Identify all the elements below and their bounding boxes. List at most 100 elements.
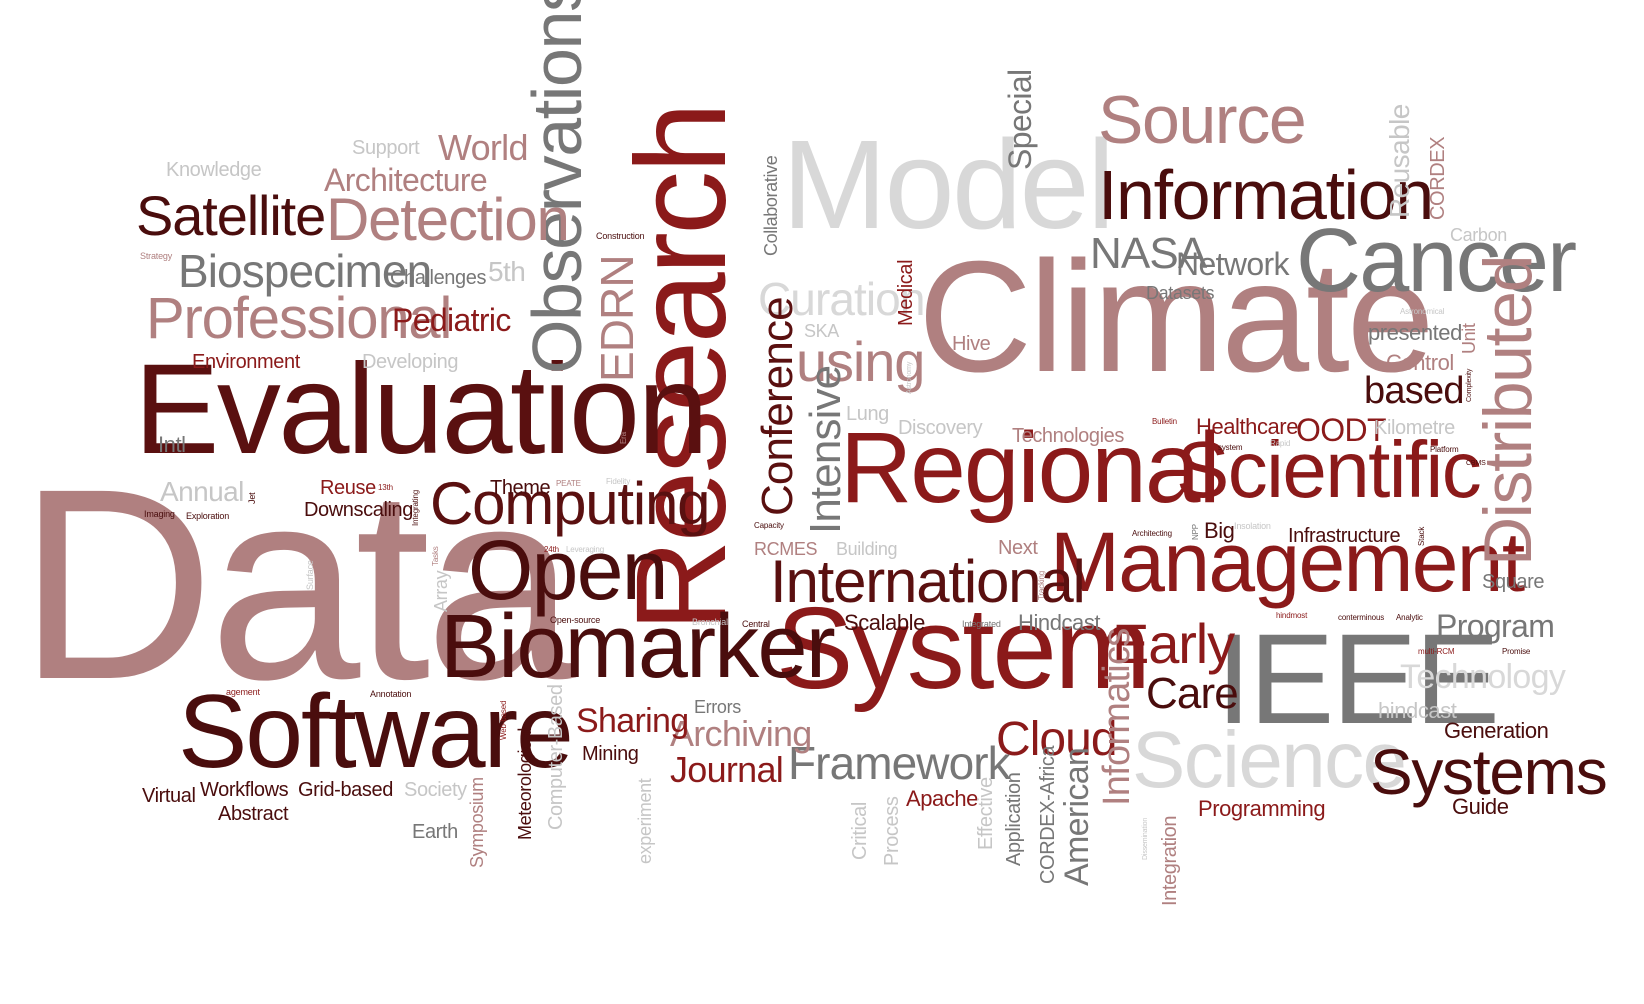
word-challenges: Challenges (390, 267, 487, 289)
word-reuse: Reuse (320, 477, 376, 499)
word-complexity: Complexity (1466, 368, 1473, 402)
word-5th: 5th (488, 256, 526, 287)
word-care: Care (1146, 669, 1239, 718)
word-sharing: Sharing (576, 702, 689, 740)
word-source: Source (1098, 82, 1307, 158)
word-control: Control (1386, 350, 1454, 375)
word-hindmost: hindmost (1276, 611, 1308, 620)
word-dissemination: Dissemination (1142, 817, 1149, 860)
word-open-source: Open-source (550, 615, 601, 625)
word-environment: Environment (192, 351, 300, 373)
word-support: Support (352, 137, 420, 159)
word-integration: Integration (1159, 815, 1181, 906)
word-downscaling: Downscaling (304, 499, 413, 521)
word-archiving: Archiving (670, 713, 812, 754)
word-early: Early (1112, 612, 1235, 675)
word-array: Array (431, 570, 451, 612)
word-technology: Technology (1400, 658, 1566, 696)
word-programming: Programming (1198, 796, 1326, 821)
word-stack: Stack (1417, 526, 1426, 546)
word-discovery: Discovery (898, 417, 983, 439)
word-collaborative: Collaborative (761, 155, 781, 256)
word-data: Data (18, 432, 576, 736)
word-strategy: Strategy (140, 251, 173, 261)
word-american: American (1058, 747, 1096, 886)
word-apache: Apache (906, 786, 978, 811)
word-computer-based: Computer-Based (545, 684, 567, 830)
word-infrastructure: Infrastructure (1288, 525, 1401, 547)
word-grid-based: Grid-based (298, 779, 393, 801)
word-system: system (1218, 443, 1243, 452)
word-lung: Lung (846, 403, 889, 425)
word-multi-rcm: multi-RCM (1418, 647, 1455, 656)
word-fidelity: Fidelity (606, 477, 631, 486)
word-rapid: Rapid (1270, 439, 1291, 448)
word-software: Software (178, 674, 574, 790)
word-bulletin: Bulletin (1152, 417, 1177, 426)
word-tasks: Tasks (431, 546, 440, 566)
word-architecture: Architecture (324, 162, 488, 198)
word-era: Era (619, 432, 628, 444)
word-mining: Mining (582, 743, 639, 765)
word-peate: PEATE (556, 479, 581, 488)
word-guide: Guide (1452, 794, 1509, 819)
word-errors: Errors (694, 697, 741, 717)
word-virtual: Virtual (142, 785, 196, 807)
word-insolation: Insolation (1234, 521, 1271, 531)
word-regional: Regional (840, 412, 1221, 524)
word-unit: Unit (1459, 323, 1479, 354)
word-developing: Developing (362, 351, 459, 373)
word-exploration: Exploration (186, 511, 230, 521)
word-application: Application (1003, 772, 1025, 866)
word-promise: Promise (1502, 647, 1531, 656)
word-meteorological: Meteorological (515, 727, 535, 840)
word-management: Management (1050, 515, 1525, 609)
word-cordex-africa: CORDEX-Africa (1037, 745, 1059, 884)
word-conterminous: conterminous (1338, 613, 1385, 622)
word-computing: Computing (430, 470, 711, 537)
word-scalable: Scalable (844, 610, 925, 635)
word-building: Building (836, 539, 898, 559)
word-annotation: Annotation (370, 689, 412, 699)
word-oodt: OODT (1296, 412, 1387, 448)
word-integrated: Integrated (962, 619, 1001, 629)
word-network: Network (1176, 246, 1290, 282)
word-annual: Annual (160, 476, 244, 507)
word-professional: Professional (146, 286, 452, 351)
word-open: Open (468, 523, 668, 617)
word-platform: Platform (1430, 445, 1459, 454)
word-science: Science (1132, 715, 1407, 804)
word-healthcare: Healthcare (1196, 414, 1298, 439)
word-capacity: Capacity (754, 521, 784, 530)
word-special: Special (1002, 69, 1038, 170)
word-datasets: Datasets (1146, 283, 1215, 303)
word-based: based (1364, 370, 1465, 412)
word-satellite: Satellite (136, 184, 326, 247)
word-construction: Construction (596, 231, 645, 241)
word-knowledge: Knowledge (166, 159, 262, 181)
word-program: Program (1436, 608, 1555, 644)
word-agement: agement (226, 687, 260, 697)
word-journal: Journal (670, 749, 784, 790)
word-cordex: CORDEX (1427, 136, 1449, 220)
word-effective: Effective (975, 777, 997, 850)
word-cbms: CBMS (1466, 460, 1486, 467)
word-central: Central (742, 619, 770, 629)
word-critical: Critical (849, 802, 871, 860)
word-medical: Medical (895, 259, 917, 326)
word-process: Process (881, 796, 903, 866)
word-carbon: Carbon (1450, 225, 1507, 245)
word-jet: Jet (247, 492, 257, 504)
word-curation: Curation (758, 273, 925, 325)
word-architecting: Architecting (1132, 529, 1172, 538)
word-reusable: Reusable (1384, 104, 1415, 218)
word-presented: presented (1368, 320, 1462, 345)
word-rcmes: RCMES (754, 539, 818, 559)
word-evaluation: Evaluation (134, 338, 709, 481)
word-kilometre: Kilometre (1374, 417, 1455, 439)
word-world: World (438, 127, 528, 168)
word-abstract: Abstract (218, 803, 289, 825)
word-hindcast: hindcast (1378, 698, 1457, 723)
word-scientific: Scientific (1176, 425, 1482, 514)
